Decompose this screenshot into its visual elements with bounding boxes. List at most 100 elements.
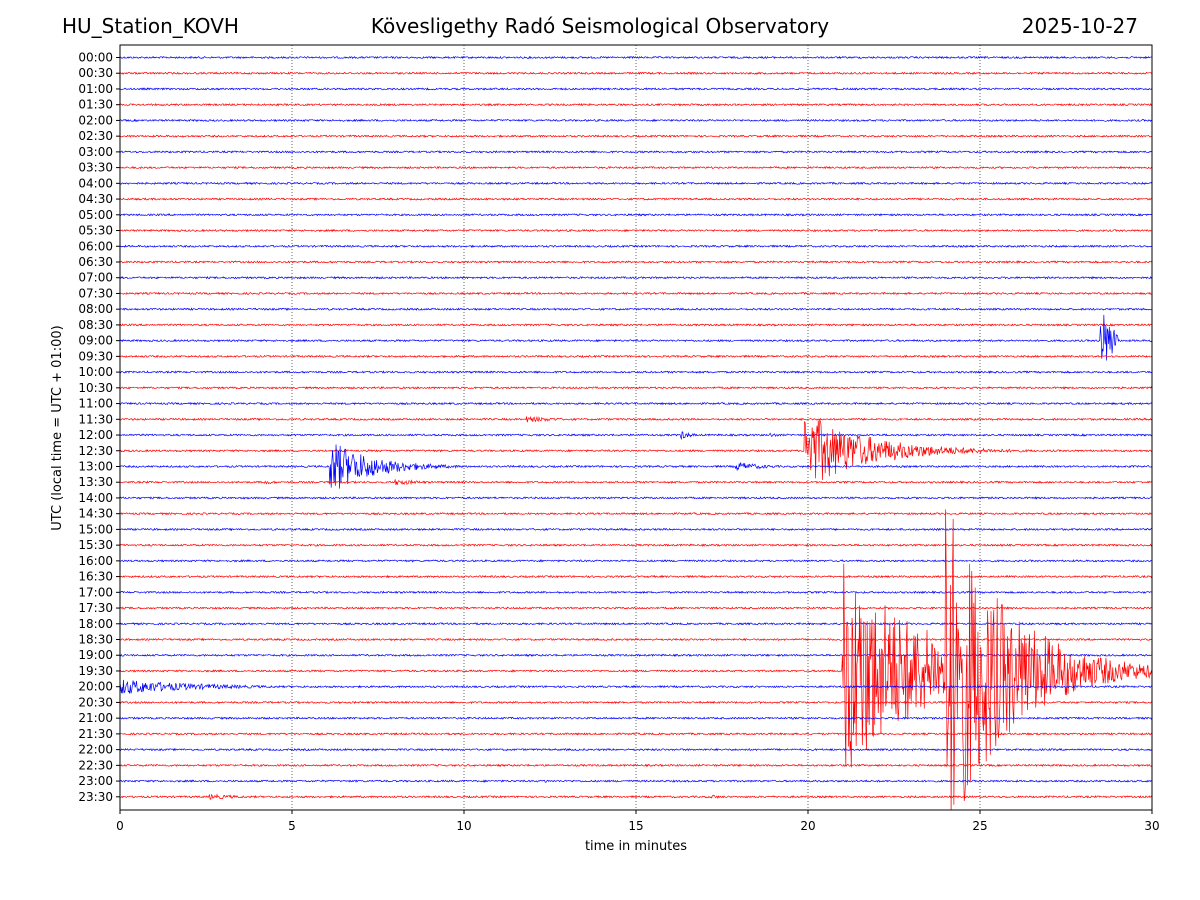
y-axis-label: UTC (local time = UTC + 01:00) [50,325,65,530]
y-tick-label: 03:00 [78,145,113,159]
trace-row-2100 [120,716,1152,720]
trace-row-0530 [120,228,1152,233]
trace-row-1200 [120,431,1152,441]
y-tick-label: 18:30 [78,633,113,647]
trace-row-1630 [120,574,1152,579]
trace-row-1800 [120,622,1152,626]
trace-row-0500 [120,213,1152,217]
y-tick-label: 11:00 [78,397,113,411]
trace-row-1230 [120,419,1152,481]
y-tick-label: 06:00 [78,239,113,253]
y-tick-label: 08:30 [78,318,113,332]
trace-row-0830 [120,323,1152,327]
trace-row-1830 [120,637,1152,642]
y-tick-label: 04:30 [78,192,113,206]
y-tick-label: 14:00 [78,491,113,505]
y-tick-label: 22:30 [78,758,113,772]
y-tick-label: 20:00 [78,680,113,694]
y-tick-label: 02:30 [78,129,113,143]
trace-row-0200 [120,118,1152,123]
trace-row-2000 [120,679,1152,694]
trace-row-2230 [120,763,1152,768]
y-tick-label: 13:00 [78,459,113,473]
trace-row-1000 [120,370,1152,374]
y-tick-label: 22:00 [78,743,113,757]
trace-row-0730 [120,291,1152,296]
trace-row-1500 [120,527,1152,532]
x-tick-label: 30 [1144,819,1159,833]
trace-row-0000 [120,55,1152,60]
x-tick-label: 15 [628,819,643,833]
y-tick-label: 02:00 [78,113,113,127]
trace-row-0400 [120,181,1152,186]
y-tick-label: 00:30 [78,66,113,80]
trace-row-0230 [120,134,1152,138]
trace-row-0930 [120,354,1152,359]
traces-group [120,55,1152,810]
y-tick-label: 05:00 [78,208,113,222]
y-tick-label: 21:30 [78,727,113,741]
trace-row-2130 [120,732,1152,736]
trace-row-1730 [120,606,1152,610]
trace-row-1100 [120,401,1152,406]
y-tick-label: 14:30 [78,507,113,521]
trace-row-1900 [120,653,1152,657]
y-tick-label: 23:30 [78,790,113,804]
y-tick-label: 10:00 [78,365,113,379]
x-tick-label: 5 [288,819,296,833]
trace-row-0430 [120,197,1152,201]
y-tick-label: 13:30 [78,475,113,489]
trace-row-0900 [120,314,1152,361]
y-tick-label: 15:00 [78,522,113,536]
x-tick-label: 0 [116,819,124,833]
trace-row-1330 [120,479,1152,486]
chart-title: Kövesligethy Radó Seismological Observat… [370,14,830,38]
y-tick-label: 17:30 [78,601,113,615]
x-tick-label: 10 [456,819,471,833]
trace-row-1930 [120,509,1152,810]
trace-row-0100 [120,87,1152,91]
trace-row-0800 [120,307,1152,311]
x-tick-labels: 0 5 10 15 20 25 30 [116,810,1160,833]
trace-row-0630 [120,260,1152,264]
y-tick-label: 20:30 [78,695,113,709]
y-tick-label: 07:00 [78,271,113,285]
trace-row-1400 [120,496,1152,500]
y-tick-label: 07:30 [78,286,113,300]
trace-row-0030 [120,71,1152,76]
grid-lines [291,45,981,810]
y-tick-label: 09:00 [78,334,113,348]
y-tick-label: 23:00 [78,774,113,788]
trace-row-2200 [120,747,1152,752]
trace-row-1600 [120,559,1152,563]
y-tick-label: 00:00 [78,51,113,65]
x-tick-label: 20 [800,819,815,833]
trace-row-2300 [120,779,1152,783]
y-tick-label: 08:00 [78,302,113,316]
y-tick-label: 12:30 [78,444,113,458]
y-tick-label: 18:00 [78,617,113,631]
y-tick-label: 01:00 [78,82,113,96]
y-tick-label: 01:30 [78,98,113,112]
station-label: HU_Station_KOVH [62,14,239,38]
y-tick-label: 16:30 [78,570,113,584]
trace-row-2330 [120,793,1152,800]
trace-row-0330 [120,165,1152,170]
date-label: 2025-10-27 [1021,14,1138,38]
y-tick-label: 15:30 [78,538,113,552]
x-axis-label: time in minutes [585,839,687,854]
trace-row-0700 [120,275,1152,280]
y-tick-label: 10:30 [78,381,113,395]
y-tick-label: 19:00 [78,648,113,662]
y-tick-label: 12:00 [78,428,113,442]
trace-row-1700 [120,590,1152,595]
trace-row-0130 [120,102,1152,107]
trace-row-1530 [120,543,1152,547]
trace-row-1300 [120,444,1152,489]
trace-row-1130 [120,415,1152,423]
y-tick-label: 11:30 [78,412,113,426]
y-tick-label: 19:30 [78,664,113,678]
y-tick-label: 03:30 [78,161,113,175]
trace-row-2030 [120,700,1152,705]
